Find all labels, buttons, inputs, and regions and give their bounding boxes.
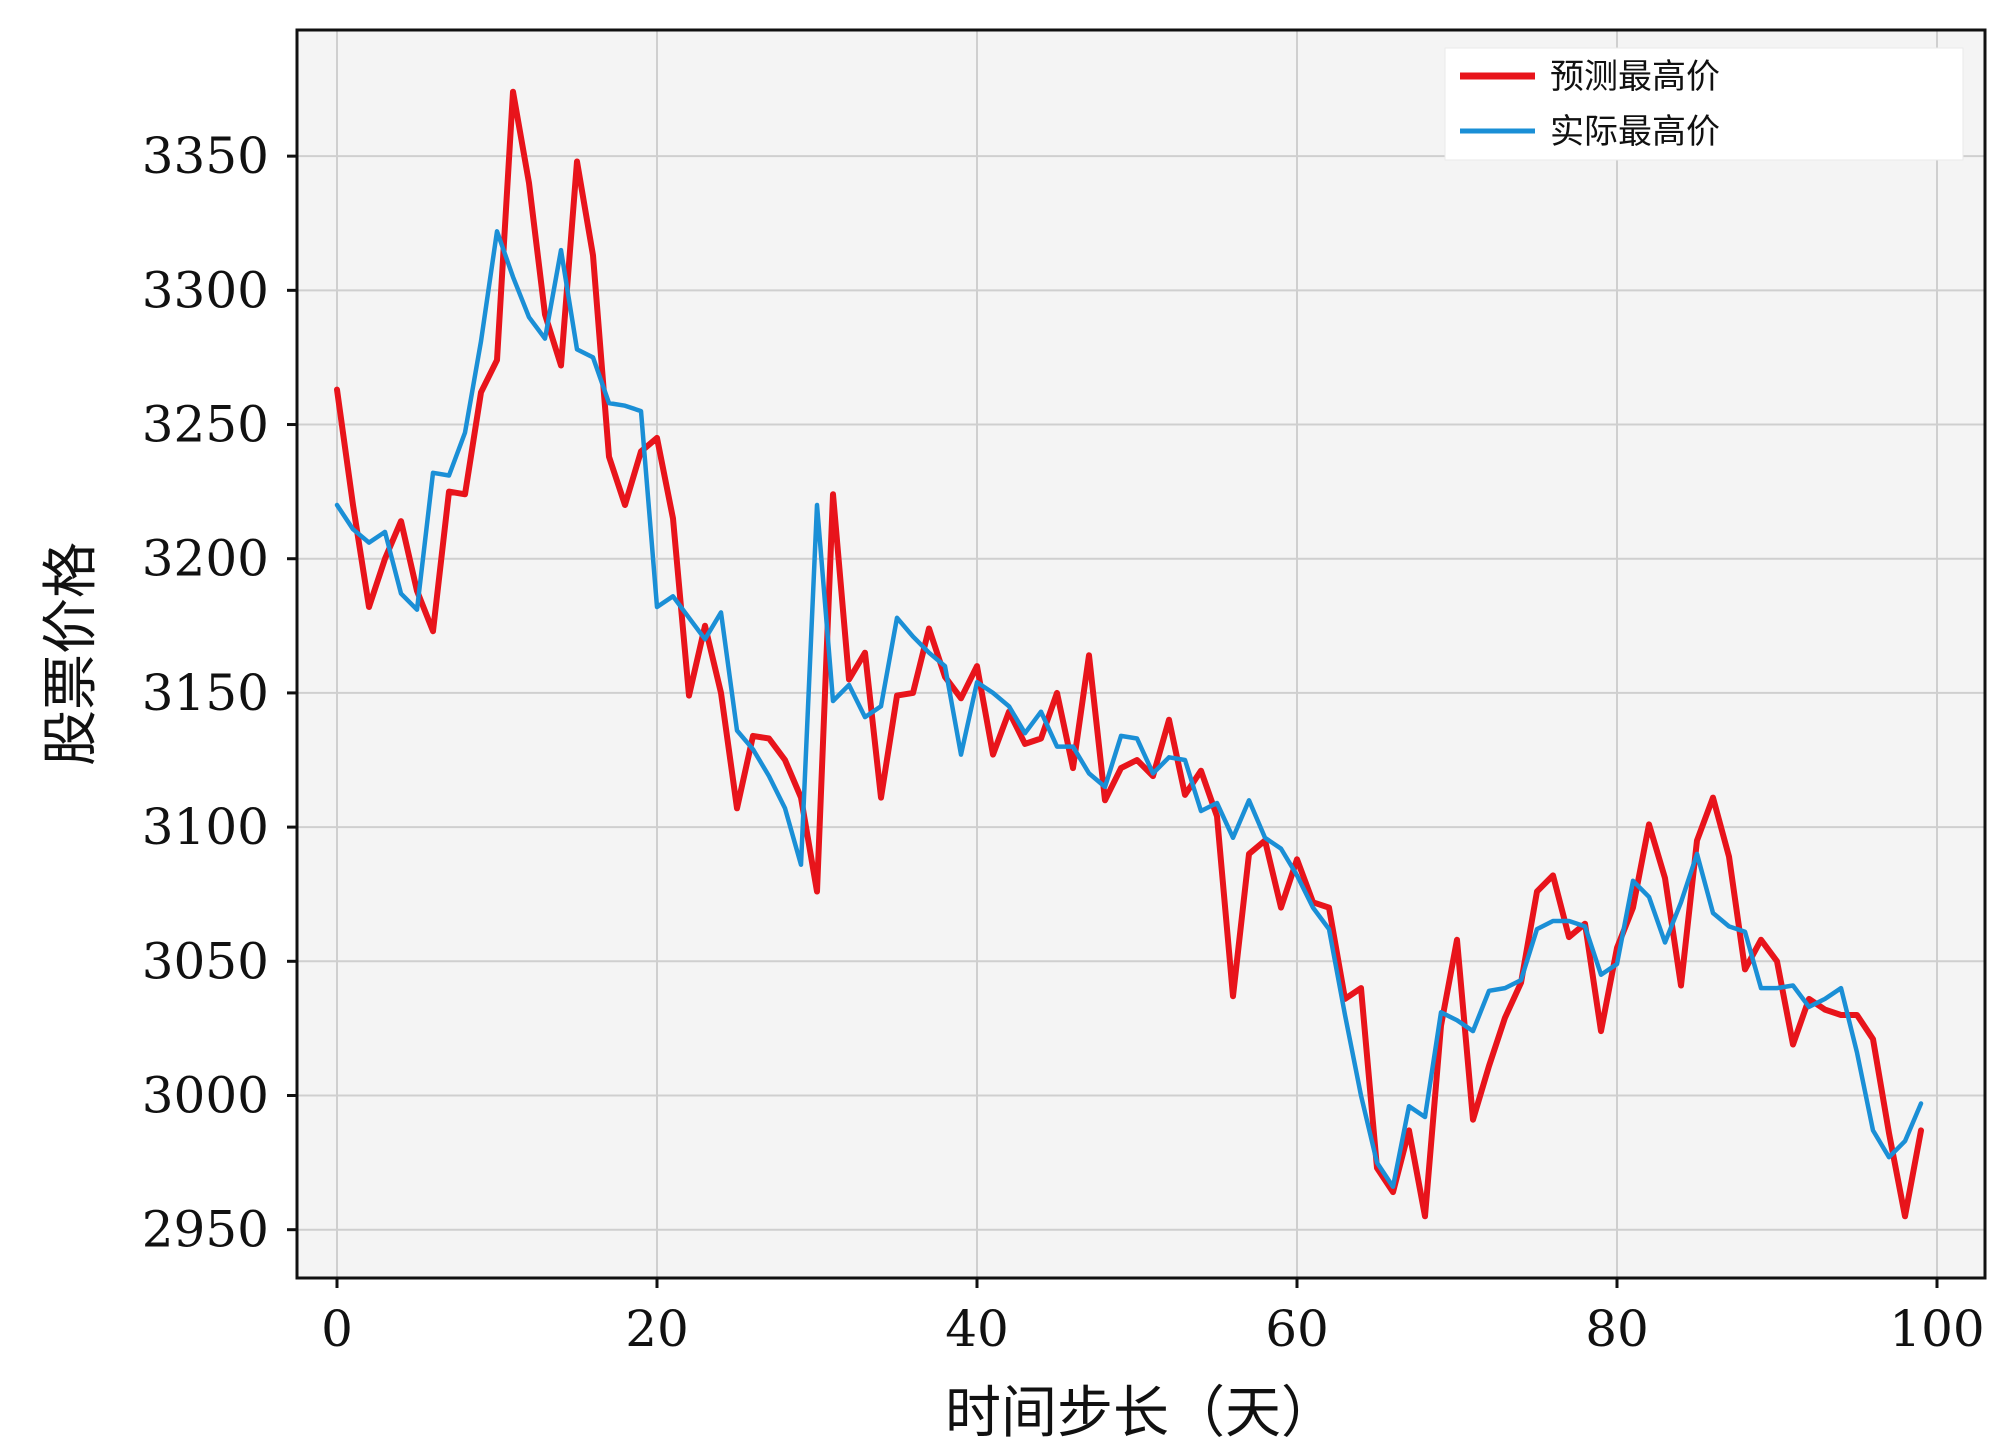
legend-label: 实际最高价 [1550,112,1720,152]
x-tick-label: 100 [1889,1300,1984,1358]
y-tick-label: 2950 [142,1201,269,1259]
series-layer [334,88,1924,1220]
x-axis-ticks: 0 20 40 60 80 100 [321,1278,1985,1358]
y-tick-label: 3200 [142,530,269,588]
x-tick-label: 40 [945,1300,1009,1358]
legend-box [1444,47,1964,161]
y-tick-label: 3150 [142,664,269,722]
series-line-1 [334,88,1924,1220]
x-tick-label: 20 [625,1300,689,1358]
plot-area [297,30,1985,1278]
y-axis-ticks: 2950 3000 3050 3100 3150 3200 3250 3300 3350 [142,127,297,1259]
x-tick-label: 80 [1585,1300,1649,1358]
series-line-2 [334,229,1924,1189]
y-tick-label: 3050 [142,932,269,990]
y-tick-label: 3350 [142,127,269,185]
y-tick-label: 3300 [142,261,269,319]
y-tick-label: 3100 [142,798,269,856]
y-tick-label: 3250 [142,396,269,454]
x-tick-label: 60 [1265,1300,1329,1358]
x-axis-title: 时间步长（天） [945,1381,1337,1445]
x-tick-label: 0 [321,1300,353,1358]
y-tick-label: 3000 [142,1066,269,1124]
legend-label: 预测最高价 [1550,57,1720,97]
plot-frame [295,28,1987,1280]
y-axis-title: 股票价格 [39,542,104,766]
